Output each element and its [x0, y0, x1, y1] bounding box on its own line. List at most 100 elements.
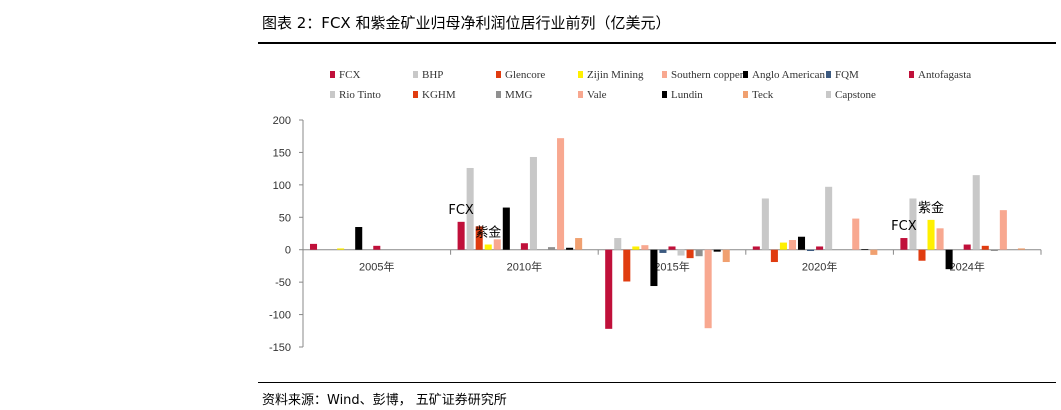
y-tick-label: -50 [275, 277, 291, 289]
y-tick-label: 200 [273, 115, 291, 127]
legend-swatch-vale [578, 91, 583, 98]
legend-label-capstone: Capstone [835, 89, 876, 101]
bar-bhp [761, 198, 769, 250]
bar-rio-tinto [677, 249, 685, 256]
bar-antofagasta [373, 245, 381, 250]
bar-vale [852, 218, 860, 250]
legend-label-rio-tinto: Rio Tinto [339, 89, 381, 101]
bar-antofagasta [963, 244, 971, 250]
legend-swatch-teck [743, 91, 748, 98]
legend-label-vale: Vale [587, 89, 607, 101]
legend-swatch-bhp [413, 71, 418, 78]
bar-glencore [623, 249, 631, 282]
title-rule [258, 42, 1056, 44]
bar-teck [575, 238, 583, 250]
annotation-label: 紫金 [918, 200, 944, 216]
source-note: 资料来源：Wind、彭博， 五矿证券研究所 [262, 393, 507, 408]
legend-swatch-anglo-american [743, 71, 748, 78]
bar-glencore [475, 226, 483, 250]
y-tick-label: 50 [279, 212, 291, 224]
bar-glencore [770, 249, 778, 263]
y-tick-label: -100 [269, 310, 291, 322]
bar-southern-copper [641, 245, 649, 250]
x-tick-label: 2020年 [802, 260, 837, 274]
legend-swatch-fqm [826, 71, 831, 78]
bar-teck [722, 249, 730, 263]
bar-vale [999, 210, 1007, 250]
bar-mmg [990, 249, 998, 252]
legend-label-antofagasta: Antofagasta [918, 69, 971, 81]
bar-anglo-american [650, 249, 658, 287]
chart-axes: -150 -100 -50 0 50 100 150 200 2005年 2010年 2015年 20… [269, 115, 1042, 354]
y-tick-label: 100 [273, 180, 291, 192]
legend-label-southern-copper: Southern copper [671, 69, 744, 81]
bar-fcx [900, 238, 908, 250]
legend-swatch-capstone [826, 91, 831, 98]
bar-zijin-mining [484, 244, 492, 250]
bar-rio-tinto [529, 156, 537, 250]
y-tick-label: 0 [285, 245, 291, 257]
legend-label-glencore: Glencore [505, 69, 545, 81]
bar-anglo-american [502, 207, 510, 250]
bar-antofagasta [520, 243, 528, 250]
bar-vale [557, 138, 565, 250]
bar-southern-copper [493, 239, 501, 250]
chart-bars [309, 138, 1025, 329]
bar-bhp [909, 198, 917, 250]
bar-teck [1017, 248, 1025, 250]
bar-fcx [605, 249, 613, 329]
bar-fcx [752, 246, 760, 250]
bar-fqm [807, 249, 815, 252]
legend-swatch-southern-copper [662, 71, 667, 78]
bar-zijin-mining [927, 219, 935, 250]
bar-zijin-mining [337, 248, 345, 250]
annotation-label: FCX [448, 203, 474, 218]
y-tick-label: 150 [273, 147, 291, 159]
legend-swatch-kghm [413, 91, 418, 98]
bar-mmg [547, 247, 556, 250]
legend-swatch-zijin-mining [578, 71, 583, 78]
x-tick-label: 2010年 [507, 260, 542, 274]
x-tick-label: 2024年 [949, 260, 984, 274]
source-rule [258, 382, 1056, 383]
bar-anglo-american [355, 227, 363, 250]
chart-legend: FCX BHP Glencore Zijin Mining Southern coppe… [330, 69, 971, 101]
bar-kghm [981, 245, 989, 250]
bar-kghm [686, 249, 694, 259]
legend-label-zijin-mining: Zijin Mining [587, 69, 644, 81]
bar-rio-tinto [825, 186, 833, 250]
legend-swatch-mmg [496, 91, 501, 98]
bar-fcx [457, 221, 465, 250]
legend-swatch-lundin [662, 91, 667, 98]
bar-glencore [918, 249, 926, 261]
bar-teck [870, 249, 878, 255]
legend-label-mmg: MMG [505, 89, 533, 101]
legend-swatch-fcx [330, 71, 335, 78]
bar-southern-copper [936, 228, 944, 250]
bar-rio-tinto [972, 175, 980, 250]
legend-label-teck: Teck [752, 89, 774, 101]
legend-swatch-rio-tinto [330, 91, 335, 98]
x-tick-label: 2015年 [654, 260, 689, 274]
bar-lundin [566, 247, 574, 250]
chart-title: 图表 2：FCX 和紫金矿业归母净利润位居行业前列（亿美元） [262, 14, 671, 32]
legend-label-fqm: FQM [835, 69, 859, 81]
bar-mmg [695, 249, 703, 257]
bar-antofagasta [816, 246, 824, 250]
annotation-label: FCX [891, 219, 917, 234]
bar-bhp [466, 167, 474, 250]
legend-label-fcx: FCX [339, 69, 360, 81]
bar-zijin-mining [632, 246, 640, 250]
y-tick-label: -150 [269, 342, 291, 354]
bar-fqm [659, 249, 667, 253]
legend-swatch-antofagasta [909, 71, 914, 78]
bar-anglo-american [945, 249, 953, 270]
legend-label-lundin: Lundin [671, 89, 703, 101]
annotation-label: 紫金 [475, 225, 501, 241]
bar-zijin-mining [779, 242, 787, 250]
bar-vale [704, 249, 712, 329]
legend-label-bhp: BHP [422, 69, 443, 81]
bar-bhp [614, 238, 622, 250]
